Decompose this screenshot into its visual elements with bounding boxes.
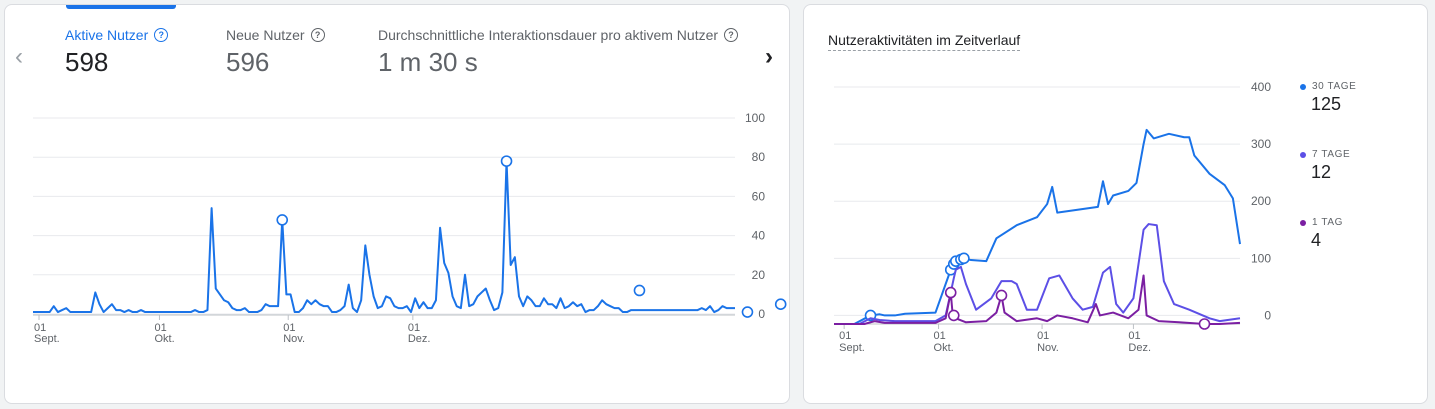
data-point[interactable] <box>1198 318 1211 330</box>
series-line-2 <box>834 274 1241 325</box>
x-tick-label-month: Dez. <box>408 333 431 345</box>
x-tick-label-day: 01 <box>934 330 946 342</box>
data-point[interactable] <box>633 284 646 297</box>
help-icon[interactable]: ? <box>310 28 325 42</box>
legend-dot <box>1300 219 1306 226</box>
legend-label: 7 TAGE <box>1312 149 1351 160</box>
user-activity-card: Nutzeraktivitäten im Zeitverlauf 0 100 200… <box>803 4 1428 404</box>
y-tick-label: 0 <box>1264 308 1271 322</box>
data-point[interactable] <box>947 309 960 322</box>
x-tick-label-day: 01 <box>1037 330 1049 342</box>
legend-item-1-day: 1 TAG 4 <box>1300 217 1343 251</box>
chevron-right-icon[interactable]: › <box>765 43 773 70</box>
chart-title: Nutzeraktivitäten im Zeitverlauf <box>828 32 1021 51</box>
x-tick-label-month: Sept. <box>839 342 865 354</box>
y-tick-label: 60 <box>752 189 766 203</box>
series-line <box>33 160 735 314</box>
data-point[interactable] <box>276 214 289 226</box>
data-point[interactable] <box>944 286 957 299</box>
x-tick-label-month: Sept. <box>34 333 60 345</box>
metric-tab-new-users[interactable]: Neue Nutzer ? 596 <box>226 27 325 78</box>
x-tick-label-day: 01 <box>154 322 166 334</box>
y-tick-label: 40 <box>752 229 766 243</box>
legend-dot <box>1300 83 1306 90</box>
x-tick-label-day: 01 <box>1128 330 1140 342</box>
legend-item-30-days: 30 TAGE 125 <box>1300 81 1356 115</box>
data-point[interactable] <box>958 252 970 265</box>
metric-value: 1 m 30 s <box>378 47 478 77</box>
help-icon[interactable]: ? <box>154 28 169 42</box>
x-tick-label-day: 01 <box>34 322 46 334</box>
x-tick-label-month: Okt. <box>154 333 174 345</box>
x-tick-label-day: 01 <box>408 322 420 334</box>
data-point[interactable] <box>500 155 513 167</box>
series-line-0 <box>834 128 1241 325</box>
legend-label: 30 TAGE <box>1312 81 1357 92</box>
metric-label: Durchschnittliche Interaktionsdauer pro … <box>378 27 719 43</box>
x-tick-label-month: Nov. <box>1037 342 1059 354</box>
metric-label: Aktive Nutzer <box>65 27 149 43</box>
data-point[interactable] <box>995 289 1008 302</box>
legend-dot <box>1300 151 1306 158</box>
y-tick-label: 100 <box>745 111 765 125</box>
legend-value: 4 <box>1311 230 1322 250</box>
x-tick-label-month: Dez. <box>1128 342 1151 354</box>
x-tick-label-day: 01 <box>839 330 851 342</box>
y-tick-label: 80 <box>752 150 766 164</box>
data-point[interactable] <box>741 306 754 318</box>
legend-value: 12 <box>1311 162 1332 182</box>
chevron-left-icon[interactable]: ‹ <box>15 43 23 70</box>
y-tick-label: 300 <box>1251 137 1271 151</box>
x-tick-label-month: Nov. <box>283 333 305 345</box>
overview-card: ‹ › Aktive Nutzer ? 598 Neue Nutzer ? 59… <box>4 4 790 404</box>
metric-tab-active-users[interactable]: Aktive Nutzer ? 598 <box>65 27 169 78</box>
legend-label: 1 TAG <box>1312 217 1343 228</box>
y-tick-label: 20 <box>752 268 766 282</box>
x-tick-label-month: Okt. <box>934 342 954 354</box>
legend-value: 125 <box>1311 94 1342 114</box>
data-point[interactable] <box>774 298 787 311</box>
metric-value: 598 <box>65 47 109 77</box>
y-tick-label: 400 <box>1251 80 1271 94</box>
x-tick-label-day: 01 <box>283 322 295 334</box>
help-icon[interactable]: ? <box>724 28 739 42</box>
y-tick-label: 100 <box>1251 251 1271 265</box>
metric-label: Neue Nutzer <box>226 27 305 43</box>
active-tab-indicator <box>66 5 176 9</box>
metric-tab-avg-engagement[interactable]: Durchschnittliche Interaktionsdauer pro … <box>378 27 748 78</box>
series-line-1 <box>834 223 1241 325</box>
y-tick-label: 0 <box>758 307 765 321</box>
metric-value: 596 <box>226 47 270 77</box>
y-tick-label: 200 <box>1251 194 1271 208</box>
legend-item-7-days: 7 TAGE 12 <box>1300 149 1350 183</box>
